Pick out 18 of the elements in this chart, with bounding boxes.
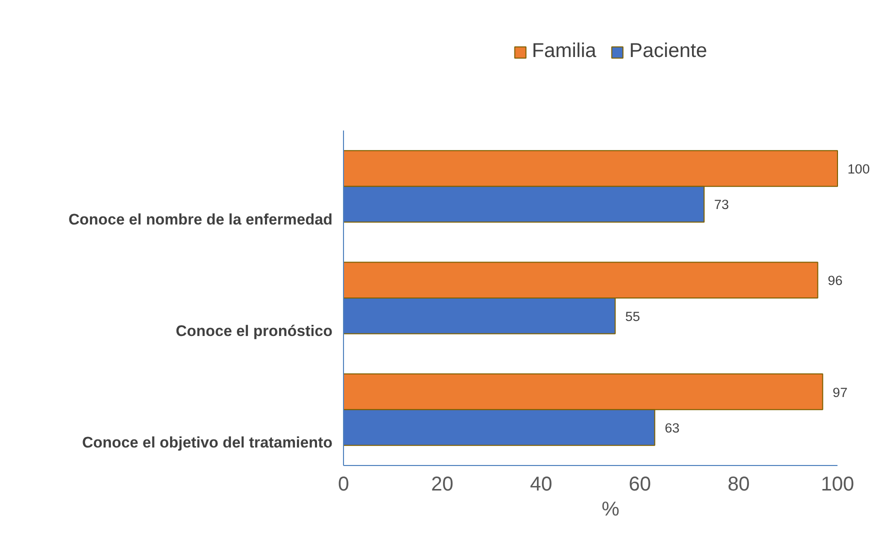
x-tick-label: 100 xyxy=(820,474,854,496)
x-tick-label: 60 xyxy=(628,474,652,496)
x-axis-title: % xyxy=(602,498,620,520)
data-label: 96 xyxy=(828,273,843,288)
legend-label: Familia xyxy=(532,40,596,63)
data-label: 97 xyxy=(832,384,848,400)
data-label: 63 xyxy=(664,420,680,436)
x-tick-label: 40 xyxy=(530,474,552,496)
data-label: 73 xyxy=(714,197,729,212)
x-tick-label: 0 xyxy=(338,474,350,496)
x-tick-label: 80 xyxy=(728,474,750,496)
x-tick-label: 20 xyxy=(431,474,454,496)
y-tick-label: Conoce el objetivo del tratamiento xyxy=(82,434,333,452)
y-tick-label: Conoce el nombre de la enfermedad xyxy=(68,211,333,228)
data-label: 55 xyxy=(625,308,640,324)
legend-label: Paciente xyxy=(629,40,708,63)
y-tick-label: Conoce el pronóstico xyxy=(176,323,332,340)
data-label: 100 xyxy=(848,161,870,176)
